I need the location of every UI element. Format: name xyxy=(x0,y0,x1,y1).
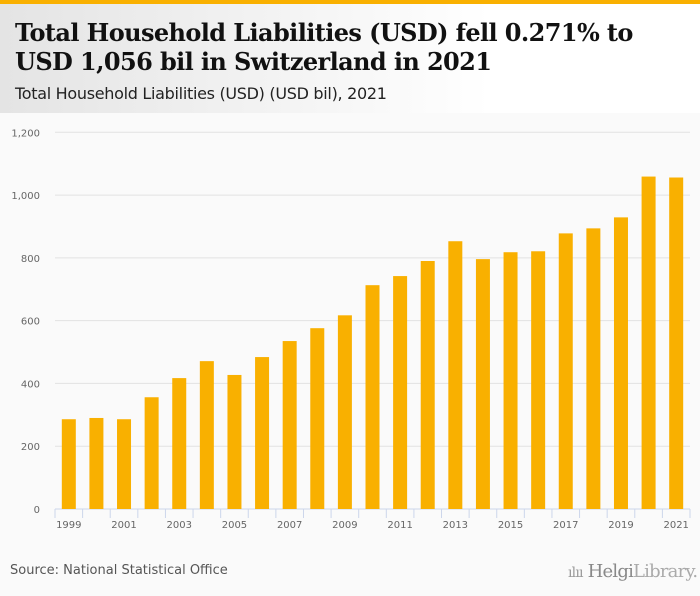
bar-2013 xyxy=(448,241,463,510)
bar-2006 xyxy=(255,357,270,509)
chart-header: Total Household Liabilities (USD) fell 0… xyxy=(0,4,700,113)
bar-2020 xyxy=(641,176,656,509)
x-tick-label: 2013 xyxy=(443,520,468,531)
bar-2002 xyxy=(144,397,159,509)
bar-2008 xyxy=(310,328,325,509)
bar-2021 xyxy=(669,177,684,509)
bar-2005 xyxy=(227,374,242,509)
chart-subtitle: Total Household Liabilities (USD) (USD b… xyxy=(15,84,387,103)
y-tick-label: 1,000 xyxy=(11,191,40,202)
bar-2004 xyxy=(199,361,214,509)
bar-2017 xyxy=(558,233,573,509)
x-tick-label: 2017 xyxy=(553,520,578,531)
x-tick-label: 2003 xyxy=(167,520,192,531)
bar-2009 xyxy=(337,315,352,509)
x-tick-label: 2007 xyxy=(277,520,302,531)
x-tick-label: 2015 xyxy=(498,520,523,531)
bar-2003 xyxy=(172,378,187,509)
bar-2011 xyxy=(393,276,408,509)
helgilibrary-logo[interactable]: ılıı HelgiLibrary. xyxy=(568,561,698,582)
bar-1999 xyxy=(61,419,76,509)
bar-2001 xyxy=(117,419,132,509)
x-tick-label: 2021 xyxy=(663,520,688,531)
accent-bar xyxy=(0,0,700,4)
bar-2012 xyxy=(420,261,435,509)
y-tick-label: 0 xyxy=(34,505,40,516)
x-tick-label: 2001 xyxy=(111,520,136,531)
y-tick-label: 600 xyxy=(21,317,40,328)
y-tick-label: 400 xyxy=(21,379,40,390)
chart-title: Total Household Liabilities (USD) fell 0… xyxy=(15,18,633,76)
bar-2010 xyxy=(365,285,380,509)
x-tick-label: 2005 xyxy=(222,520,247,531)
bar-2016 xyxy=(531,251,546,509)
y-tick-label: 1,200 xyxy=(11,128,40,139)
x-tick-label: 2011 xyxy=(387,520,412,531)
y-tick-label: 800 xyxy=(21,254,40,265)
bar-2007 xyxy=(282,341,297,509)
bar-chart: 0 200 400 600 800 1,000 1,200 1999 2001 2003 2005 2… xyxy=(11,128,691,531)
bar-2000 xyxy=(89,417,104,509)
bar-2019 xyxy=(613,217,628,510)
source-note: Source: National Statistical Office xyxy=(10,563,228,578)
x-tick-label: 2019 xyxy=(608,520,633,531)
bar-2015 xyxy=(503,252,518,509)
x-tick-label: 2009 xyxy=(332,520,357,531)
logo-icon: ılıı xyxy=(568,565,584,581)
bar-2014 xyxy=(475,259,490,509)
y-tick-label: 200 xyxy=(21,442,40,453)
x-tick-label: 1999 xyxy=(56,520,81,531)
bar-2018 xyxy=(586,228,601,509)
